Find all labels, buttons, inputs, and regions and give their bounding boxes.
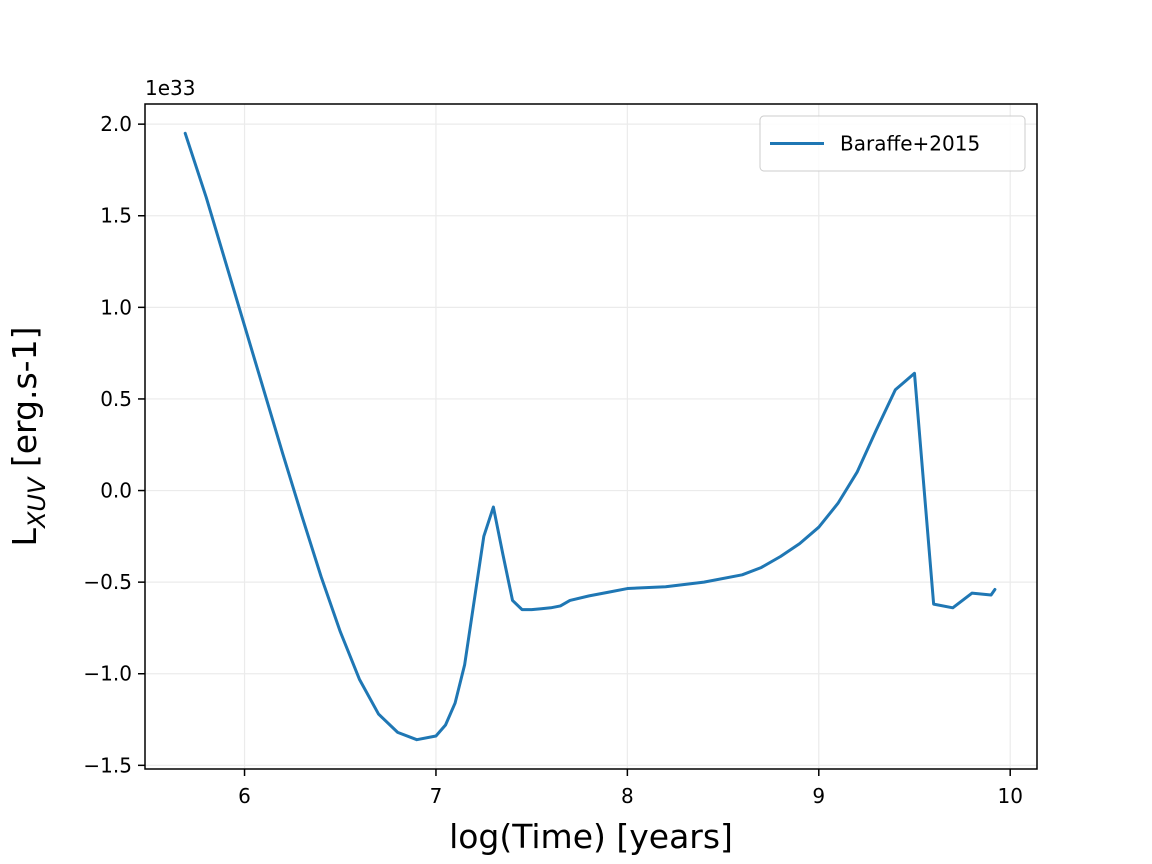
ticks: 6 7 8 9 10 −1.5 −1.0 −0.5 0.0 0.5 1.0 1.5 2.0 — [83, 112, 1023, 808]
y-axis-label-subscript: XUV — [23, 476, 51, 530]
x-tick-label: 10 — [997, 784, 1022, 808]
y-tick-label: −1.0 — [83, 662, 132, 686]
y-axis-label-main: L — [5, 527, 44, 546]
series-line-0 — [183, 131, 997, 742]
y-tick-label: 1.0 — [100, 295, 132, 319]
x-tick-label: 6 — [238, 784, 251, 808]
y-axis-label: LXUV [erg.s-1] — [5, 327, 51, 547]
legend: Baraffe+2015 — [759, 115, 1026, 172]
plot-frame — [144, 103, 1038, 770]
y-tick-label: 2.0 — [100, 112, 132, 136]
legend-label: Baraffe+2015 — [840, 132, 980, 156]
series-layer — [183, 131, 997, 742]
x-tick-label: 7 — [430, 784, 443, 808]
y-tick-label: 0.0 — [100, 479, 132, 503]
x-axis-label: log(Time) [years] — [449, 817, 733, 856]
offset-text: 1e33 — [145, 76, 195, 100]
y-tick-label: −0.5 — [83, 570, 132, 594]
y-tick-label: 0.5 — [100, 387, 132, 411]
y-axis-label-units: [erg.s-1] — [5, 327, 44, 478]
x-tick-label: 9 — [812, 784, 825, 808]
legend-box — [759, 115, 1026, 172]
y-tick-label: 1.5 — [100, 204, 132, 228]
x-tick-label: 8 — [621, 784, 634, 808]
y-tick-label: −1.5 — [83, 753, 132, 777]
